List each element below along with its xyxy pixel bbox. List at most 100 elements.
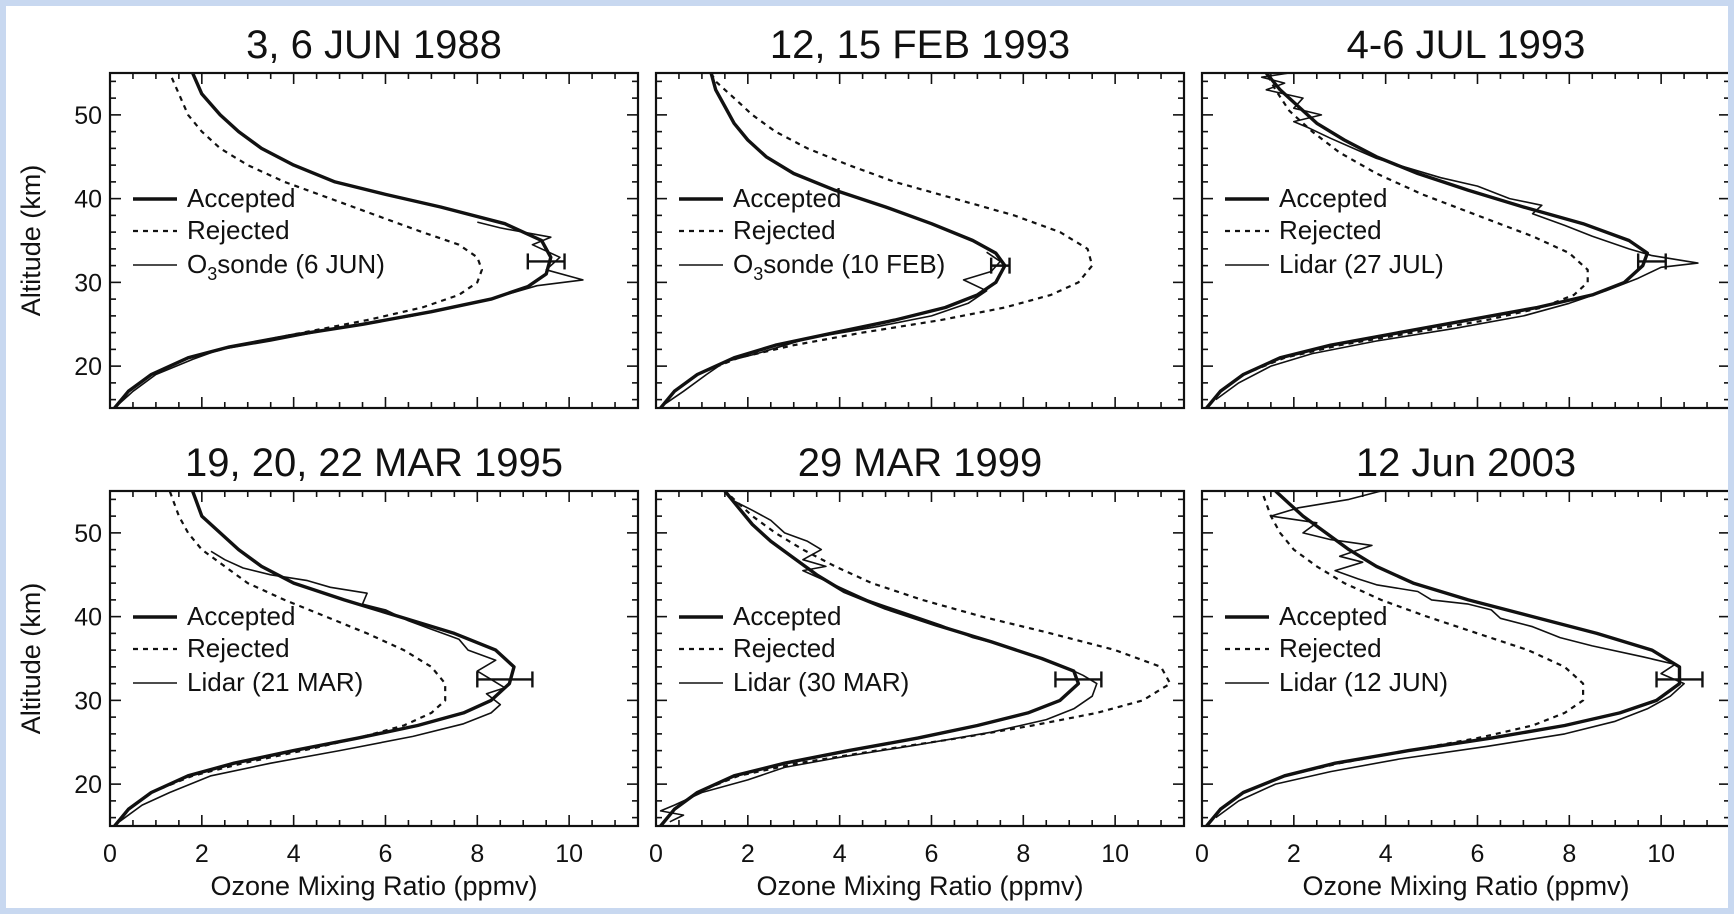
x-tick-label: 10	[555, 840, 583, 868]
legend-entry: Rejected	[1279, 215, 1382, 245]
plot-area	[108, 71, 640, 410]
plot-area	[1200, 489, 1728, 828]
y-tick-label: 30	[74, 269, 102, 297]
plot-area	[108, 489, 640, 828]
panel-1: 3, 6 JUN 1988 20 30 40 50 Altitude (km) Accept…	[16, 23, 640, 410]
y-tick-label: 20	[74, 353, 102, 381]
series-line-thick	[1205, 73, 1650, 408]
panel-title: 12 Jun 2003	[1356, 441, 1576, 485]
panel-title: 4-6 JUL 1993	[1347, 23, 1586, 67]
y-axis-label: Altitude (km)	[16, 583, 46, 735]
error-bar	[1655, 671, 1704, 688]
series-line-thin	[1215, 491, 1685, 819]
series-line-dashed	[1205, 491, 1585, 826]
series-group	[659, 491, 1172, 826]
x-tick-label: 10	[1647, 840, 1675, 868]
panel-title: 29 MAR 1999	[798, 441, 1043, 485]
legend-entry: Accepted	[187, 601, 295, 631]
x-tick-label: 6	[379, 840, 393, 868]
series-line-thin	[1215, 73, 1699, 401]
series-line-thin	[664, 251, 1002, 405]
x-tick-label: 2	[1287, 840, 1301, 868]
series-group	[1205, 491, 1685, 826]
x-tick-label: 0	[103, 840, 117, 868]
series-line-thick	[659, 491, 1081, 826]
series-group	[113, 491, 516, 826]
y-tick-label: 40	[74, 604, 102, 632]
panel-4: 19, 20, 22 MAR 1995 20 30 40 50 0 2 4 6 8 10 Ozone …	[16, 441, 640, 901]
legend-entry: Lidar (12 JUN)	[1279, 667, 1448, 697]
error-bar	[476, 671, 534, 688]
error-bar	[1636, 253, 1667, 270]
x-tick-label: 0	[649, 840, 663, 868]
y-tick-label: 20	[74, 771, 102, 799]
legend-entry: Lidar (21 MAR)	[187, 667, 363, 697]
y-tick-label: 50	[74, 102, 102, 130]
error-bar	[1054, 671, 1103, 688]
legend-text: sonde (6 JUN)	[217, 249, 385, 279]
error-bar	[989, 257, 1011, 274]
plot-area	[654, 489, 1186, 828]
series-line-thick	[1205, 491, 1682, 826]
y-tick-label: 50	[74, 520, 102, 548]
legend-entry: O3sonde (6 JUN)	[187, 249, 385, 284]
series-line-thin	[659, 491, 1098, 823]
legend-entry: Rejected	[1279, 633, 1382, 663]
legend-subscript: 3	[753, 264, 763, 284]
legend-entry: Accepted	[733, 183, 841, 213]
x-tick-label: 8	[1562, 840, 1576, 868]
x-tick-label: 6	[1471, 840, 1485, 868]
series-group	[1205, 73, 1699, 408]
legend-entry: Accepted	[1279, 601, 1387, 631]
plot-area	[1200, 71, 1728, 410]
panel-5: 29 MAR 1999 0 2 4 6 8 10 Ozone Mixing Ratio (pp…	[649, 441, 1186, 901]
legend-subscript: 3	[207, 264, 217, 284]
series-line-thin	[118, 550, 506, 823]
series-line-dashed	[113, 73, 483, 408]
legend-entry: Lidar (30 MAR)	[733, 667, 909, 697]
panel-title: 12, 15 FEB 1993	[770, 23, 1070, 67]
series-line-dashed	[1205, 73, 1589, 408]
plot-area	[654, 71, 1186, 410]
y-tick-label: 40	[74, 186, 102, 214]
y-tick-label: 30	[74, 687, 102, 715]
x-tick-label: 4	[287, 840, 301, 868]
series-line-thick	[113, 73, 553, 408]
y-axis-label: Altitude (km)	[16, 165, 46, 317]
x-tick-label: 4	[1379, 840, 1393, 868]
panel-title: 19, 20, 22 MAR 1995	[185, 441, 563, 485]
legend-entry: Rejected	[187, 633, 290, 663]
series-group	[113, 73, 584, 408]
legend-entry: Accepted	[733, 601, 841, 631]
legend-text: sonde (10 FEB)	[763, 249, 945, 279]
x-tick-label: 8	[1016, 840, 1030, 868]
legend-entry: Rejected	[733, 215, 836, 245]
x-tick-label: 4	[833, 840, 847, 868]
x-tick-label: 8	[470, 840, 484, 868]
legend-entry: Rejected	[187, 215, 290, 245]
x-tick-label: 2	[195, 840, 209, 868]
legend-text: O	[733, 249, 753, 279]
legend-text: O	[187, 249, 207, 279]
series-line-dashed	[659, 73, 1094, 408]
legend-entry: Lidar (27 JUL)	[1279, 249, 1444, 279]
x-tick-label: 6	[925, 840, 939, 868]
panel-6: 12 Jun 2003 0 2 4 6 8 10 Ozone Mixing Ratio (pp…	[1195, 441, 1728, 901]
legend-entry: Accepted	[187, 183, 295, 213]
series-line-thick	[659, 73, 1007, 408]
x-tick-label: 10	[1101, 840, 1129, 868]
x-axis-label: Ozone Mixing Ratio (ppmv)	[1302, 871, 1629, 901]
series-line-thin	[118, 221, 584, 405]
x-axis-label: Ozone Mixing Ratio (ppmv)	[756, 871, 1083, 901]
error-bar	[526, 253, 566, 270]
legend-entry: O3sonde (10 FEB)	[733, 249, 945, 284]
series-line-dashed	[113, 491, 447, 826]
